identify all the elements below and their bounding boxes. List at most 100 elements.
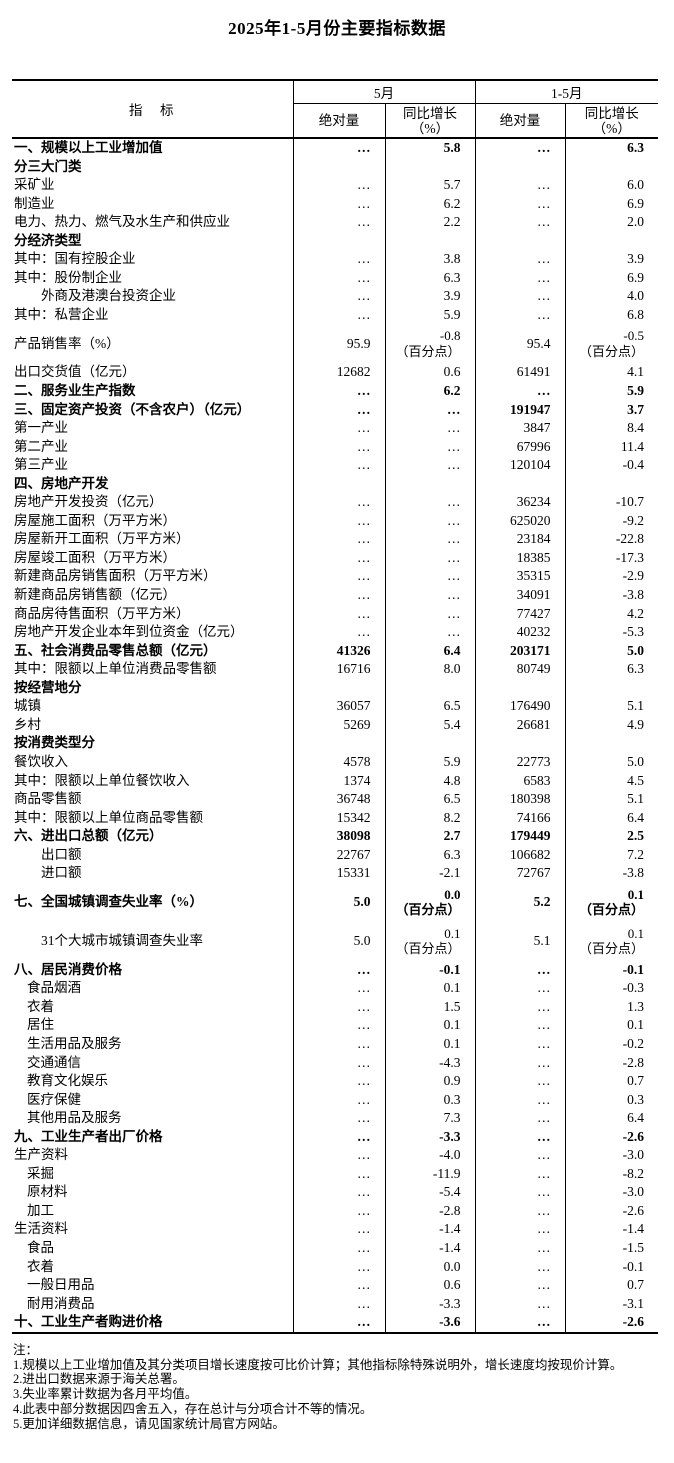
value-cell: … <box>474 1034 565 1054</box>
value-cell: … <box>474 1294 565 1314</box>
col-header-yoy-cum: 同比增长 （%） <box>564 103 658 138</box>
value-cell: 180398 <box>474 790 565 809</box>
value-cell: -1.4 <box>384 1238 475 1258</box>
indicator-label: 二、服务业生产指数 <box>14 383 136 399</box>
value-cell: 34091 <box>474 586 565 605</box>
note-item: 4.此表中部分数据因四舍五入，存在总计与分项合计不等的情况。 <box>13 1401 373 1416</box>
note-item: 3.失业率累计数据为各月平均值。 <box>13 1387 198 1402</box>
value-cell: -2.8 <box>564 1053 658 1073</box>
value-cell: 95.4 <box>474 324 565 364</box>
value-cell: … <box>292 997 385 1017</box>
table-row: 三、固定资产投资（不含农户）（亿元）…… 191947 3.7 <box>12 400 658 420</box>
value-cell: 4.9 <box>564 715 658 735</box>
value-cell: … <box>474 1109 565 1128</box>
value-cell: -3.3 <box>384 1294 475 1314</box>
value-cell: 179449 <box>474 827 565 846</box>
table-row: 八、居民消费价格… -0.1… -0.1 <box>12 960 658 980</box>
value-cell <box>384 157 475 177</box>
indicator-label: 制造业 <box>14 195 55 211</box>
value-cell: 36057 <box>292 697 385 716</box>
table-row: 食品烟酒… 0.1… -0.3 <box>12 979 658 998</box>
indicator-label: 生活资料 <box>14 1221 68 1237</box>
table-row: 电力、热力、燃气及水生产和供应业… 2.2… 2.0 <box>12 213 658 232</box>
value-cell: 1.5 <box>384 997 475 1017</box>
value-cell: 36234 <box>474 493 565 512</box>
table-row: 第二产业…… 67996 11.4 <box>12 437 658 457</box>
indicator-label: 第一产业 <box>14 420 68 436</box>
value-cell: 72767 <box>474 864 565 883</box>
value-cell: … <box>474 268 565 288</box>
value-cell: -17.3 <box>564 548 658 568</box>
table-row: 六、进出口总额（亿元） 38098 2.7 179449 2.5 <box>12 827 658 846</box>
value-cell: 2.0 <box>564 213 658 232</box>
table-row: 餐饮收入 4578 5.9 22773 5.0 <box>12 752 658 772</box>
indicator-label: 按经营地分 <box>14 679 82 695</box>
value-cell: -2.6 <box>564 1313 658 1333</box>
note-item: 2.进出口数据来源于海关总署。 <box>13 1372 185 1387</box>
value-cell: 80749 <box>474 660 565 679</box>
value-cell: 77427 <box>474 604 565 624</box>
value-cell: 5.8 <box>384 138 475 158</box>
table-row: 房屋新开工面积（万平方米）…… 23184 -22.8 <box>12 530 658 549</box>
table-row: 进口额 15331 -2.1 72767 -3.8 <box>12 864 658 883</box>
value-cell: 176490 <box>474 697 565 716</box>
value-cell: … <box>292 1294 385 1314</box>
table-row: 衣着… 0.0… -0.1 <box>12 1257 658 1277</box>
value-cell: … <box>292 1183 385 1202</box>
value-cell: … <box>292 1127 385 1147</box>
value-cell: 6.4 <box>564 808 658 828</box>
value-cell: 95.9 <box>292 324 385 364</box>
value-cell: -10.7 <box>564 493 658 512</box>
table-row: 外商及港澳台投资企业… 3.9… 4.0 <box>12 287 658 306</box>
value-cell: 120104 <box>474 456 565 475</box>
col-header-yoy-may: 同比增长 （%） <box>384 103 475 138</box>
value-cell: … <box>384 530 475 549</box>
value-cell: 0.1 （百分点） <box>384 921 475 961</box>
table-row: 交通通信… -4.3… -2.8 <box>12 1053 658 1073</box>
table-row: 四、房地产开发 <box>12 474 658 494</box>
value-cell: … <box>384 493 475 512</box>
table-row: 商品零售额 36748 6.5 180398 5.1 <box>12 790 658 809</box>
value-cell: … <box>292 548 385 568</box>
value-cell: 5.1 <box>564 697 658 716</box>
value-cell: 5.9 <box>384 305 475 325</box>
table-row: 乡村 5269 5.4 26681 4.9 <box>12 715 658 735</box>
value-cell: -1.5 <box>564 1238 658 1258</box>
value-cell <box>474 734 565 753</box>
value-cell: 6.0 <box>564 176 658 195</box>
value-cell <box>384 678 475 698</box>
value-cell: -3.8 <box>564 864 658 883</box>
indicator-label: 九、工业生产者出厂价格 <box>14 1128 163 1144</box>
value-cell: … <box>292 456 385 475</box>
table-row: 出口额 22767 6.3 106682 7.2 <box>12 845 658 865</box>
value-cell: … <box>474 1053 565 1073</box>
value-cell: 5.0 <box>564 752 658 772</box>
table-row: 生产资料… -4.0… -3.0 <box>12 1146 658 1165</box>
value-cell: … <box>292 138 385 158</box>
table-row: 一般日用品… 0.6… 0.7 <box>12 1276 658 1295</box>
value-cell <box>564 734 658 753</box>
table-row: 按经营地分 <box>12 678 658 698</box>
value-cell: … <box>292 382 385 401</box>
value-cell: … <box>292 1164 385 1184</box>
value-cell: 67996 <box>474 437 565 457</box>
value-cell: 6.4 <box>564 1109 658 1128</box>
value-cell: -0.8 （百分点） <box>384 324 475 364</box>
indicator-label: 城镇 <box>14 698 41 714</box>
indicator-label: 其中：限额以上单位商品零售额 <box>14 809 203 825</box>
table-row: 其中：限额以上单位消费品零售额 16716 8.0 80749 6.3 <box>12 660 658 679</box>
indicator-label: 四、房地产开发 <box>14 475 109 491</box>
value-cell: 6.2 <box>384 382 475 401</box>
table-row: 房屋竣工面积（万平方米）…… 18385 -17.3 <box>12 548 658 568</box>
value-cell: 36748 <box>292 790 385 809</box>
indicator-label: 新建商品房销售面积（万平方米） <box>14 568 217 584</box>
value-cell: 35315 <box>474 567 565 587</box>
value-cell: 6.3 <box>384 268 475 288</box>
table-body: 一、规模以上工业增加值… 5.8… 6.3 分三大门类 采矿业… 5.7… 6.0 制造业… 6… <box>12 138 658 1333</box>
table-row: 其中：股份制企业… 6.3… 6.9 <box>12 268 658 288</box>
table-row: 居住… 0.1… 0.1 <box>12 1016 658 1035</box>
indicator-label: 生活用品及服务 <box>27 1035 122 1051</box>
value-cell: 0.1 （百分点） <box>564 921 658 961</box>
value-cell: 5.4 <box>384 715 475 735</box>
table-row: 采掘… -11.9… -8.2 <box>12 1164 658 1184</box>
